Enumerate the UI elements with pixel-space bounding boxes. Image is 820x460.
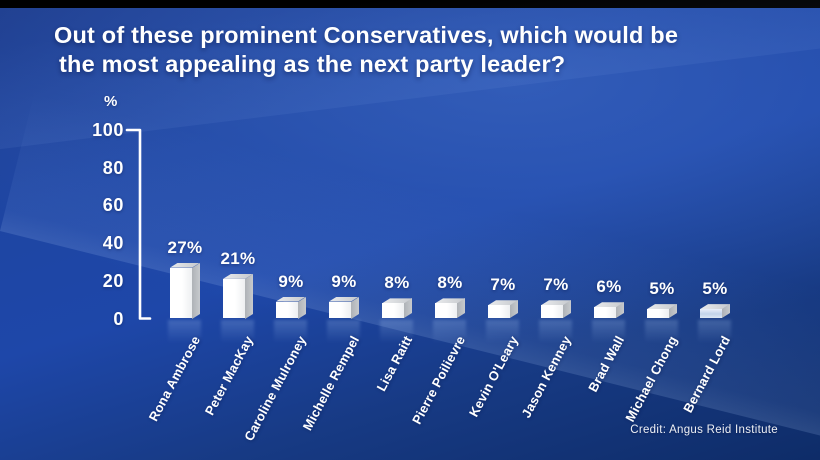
y-axis-tick-label: 0 [113, 308, 124, 329]
bar-reflection [380, 319, 413, 346]
bar-value-label: 7% [543, 275, 569, 295]
bar-front-face [276, 301, 298, 319]
bar-reflection [327, 319, 360, 346]
bar-front-face [329, 301, 351, 319]
bar-group: 8% Pierre Poilievre [409, 0, 468, 460]
bar-group: 21% Peter MacKay [202, 0, 256, 460]
bar-value-label: 8% [437, 273, 463, 293]
bar-top-face [541, 300, 571, 306]
bar-reflection [645, 319, 678, 346]
bar-side-face [245, 273, 253, 319]
bar-value-label: 27% [167, 237, 203, 257]
bar-front-face [382, 303, 404, 319]
bar-top-face [435, 298, 465, 304]
bar-reflection [221, 319, 254, 346]
bar-group: 7% Kevin O'Leary [466, 0, 521, 460]
chart-title-line2: the most appealing as the next party lea… [59, 50, 566, 77]
bar-value-label: 9% [278, 271, 304, 291]
bar-group: 6% Brad Wall [585, 0, 627, 460]
y-axis-tick-label: 40 [102, 233, 124, 254]
bar-group: 27% Rona Ambrose [146, 0, 204, 460]
bar-top-face [223, 273, 253, 279]
bar-front-face [700, 309, 722, 319]
bar-reflection [168, 319, 201, 346]
bar-value-label: 9% [331, 271, 357, 291]
bar-reflection [486, 319, 519, 346]
y-axis-tick-label: 20 [102, 270, 124, 291]
bar-front-face [541, 305, 563, 319]
bar-top-face [700, 304, 730, 310]
bar-top-face [170, 262, 200, 268]
bar-reflection [698, 319, 731, 346]
bar-group: 9% Caroline Mulroney [241, 0, 309, 460]
bar-front-face [594, 307, 616, 319]
bar-value-label: 5% [702, 279, 728, 299]
bar-front-face [170, 267, 192, 319]
bar-top-face [329, 296, 359, 302]
bar-value-label: 6% [596, 277, 622, 297]
y-axis-unit-label: % [104, 93, 118, 110]
bar-side-face [192, 262, 200, 319]
credit-text: Credit: Angus Reid Institute [630, 424, 778, 436]
bar-reflection [592, 319, 625, 346]
bar-reflection [539, 319, 572, 346]
bar-top-face [594, 302, 624, 308]
chart-title: Out of these prominent Conservatives, wh… [54, 21, 774, 78]
bar-front-face [647, 309, 669, 319]
bar-value-label: 21% [220, 248, 256, 268]
bar-group: 5% Michael Chong [622, 0, 680, 460]
bar-value-label: 5% [649, 279, 675, 299]
bar-reflection [433, 319, 466, 346]
bar-top-face [488, 300, 518, 306]
bar-group: 5% Bernard Lord [680, 0, 733, 460]
bar-value-label: 7% [490, 275, 516, 295]
y-axis-tick-label: 60 [102, 195, 124, 216]
bar-top-face [276, 296, 306, 302]
bar-reflection [274, 319, 307, 346]
bar-group: 7% Jason Kenney [518, 0, 574, 460]
bar-front-face [435, 303, 457, 319]
bar-top-face [382, 298, 412, 304]
bar-front-face [223, 278, 245, 319]
bar-top-face [647, 304, 677, 310]
y-axis-tick-label: 100 [92, 120, 124, 140]
bar-front-face [488, 305, 510, 319]
bar-group: 9% Michelle Rempel [300, 0, 362, 460]
chart-title-line1: Out of these prominent Conservatives, wh… [54, 22, 679, 48]
bar-group: 8% Lisa Raitt [374, 0, 416, 460]
y-axis-tick-label: 80 [102, 157, 124, 178]
bar-value-label: 8% [384, 273, 410, 293]
